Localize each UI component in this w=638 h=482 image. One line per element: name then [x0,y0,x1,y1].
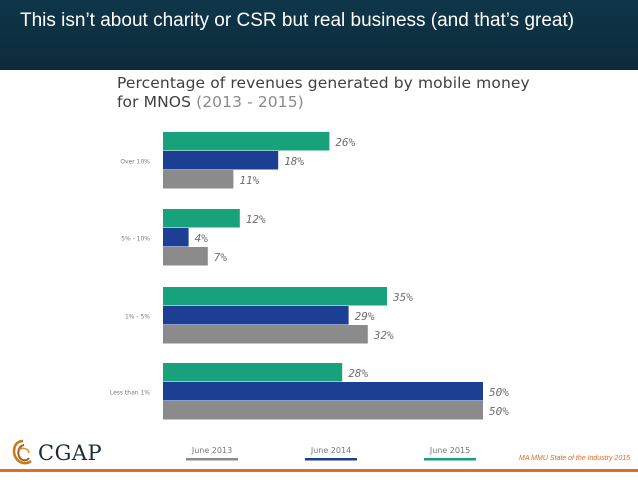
bar-june-2013-1-5 [163,325,368,344]
logo-text: CGAP [38,441,103,465]
data-label-june-2015-over-10: 26% [335,136,355,149]
cgap-swirl-icon [12,439,32,465]
cgap-logo: CGAP [10,438,102,468]
category-label-5-10: 5% - 10% [121,236,150,243]
data-label-june-2014-over-10: 18% [284,155,304,168]
source-note: MA MMU State of the Industry 2015 [518,455,630,462]
slide-title: This isn’t about charity or CSR but real… [20,10,575,31]
legend-swatch-june-2014 [305,458,357,461]
chart-title-years: (2013 - 2015) [196,93,304,111]
bar-june-2013-5-10 [163,247,208,266]
bar-june-2014-5-10 [163,228,189,247]
legend-swatch-june-2015 [424,458,476,461]
category-label-less-than-1: Less than 1% [110,390,150,397]
chart-title: Percentage of revenues generated by mobi… [117,74,537,112]
slide-header: This isn’t about charity or CSR but real… [0,0,638,70]
data-label-june-2013-1-5: 32% [373,329,394,342]
category-label-over-10: Over 10% [120,159,150,166]
legend-label-june-2014: June 2014 [310,446,351,455]
legend-swatch-june-2013 [186,458,238,461]
bar-june-2015-5-10 [163,209,240,228]
bar-june-2013-over-10 [163,170,234,189]
chart-title-text: Percentage of revenues generated by mobi… [117,74,530,111]
data-label-june-2013-5-10: 7% [214,251,228,264]
category-label-1-5: 1% - 5% [125,314,150,321]
data-label-june-2014-5-10: 4% [195,232,209,245]
bar-june-2014-over-10 [163,151,279,170]
legend-label-june-2013: June 2013 [191,446,232,455]
bar-june-2013-less-than-1 [163,401,483,420]
data-label-june-2015-less-than-1: 28% [348,367,368,380]
data-label-june-2013-less-than-1: 50% [489,405,509,418]
legend-label-june-2015: June 2015 [429,446,470,455]
bar-june-2015-less-than-1 [163,363,343,382]
data-label-june-2014-1-5: 29% [355,310,375,323]
data-label-june-2014-less-than-1: 50% [489,386,509,399]
bar-june-2015-over-10 [163,132,330,151]
footer-bar [0,469,638,482]
data-label-june-2015-5-10: 12% [246,213,266,226]
data-label-june-2013-over-10: 11% [239,174,259,187]
data-label-june-2015-1-5: 35% [392,291,413,304]
bar-june-2014-less-than-1 [163,382,483,401]
bar-june-2015-1-5 [163,287,387,306]
bar-june-2014-1-5 [163,306,349,325]
